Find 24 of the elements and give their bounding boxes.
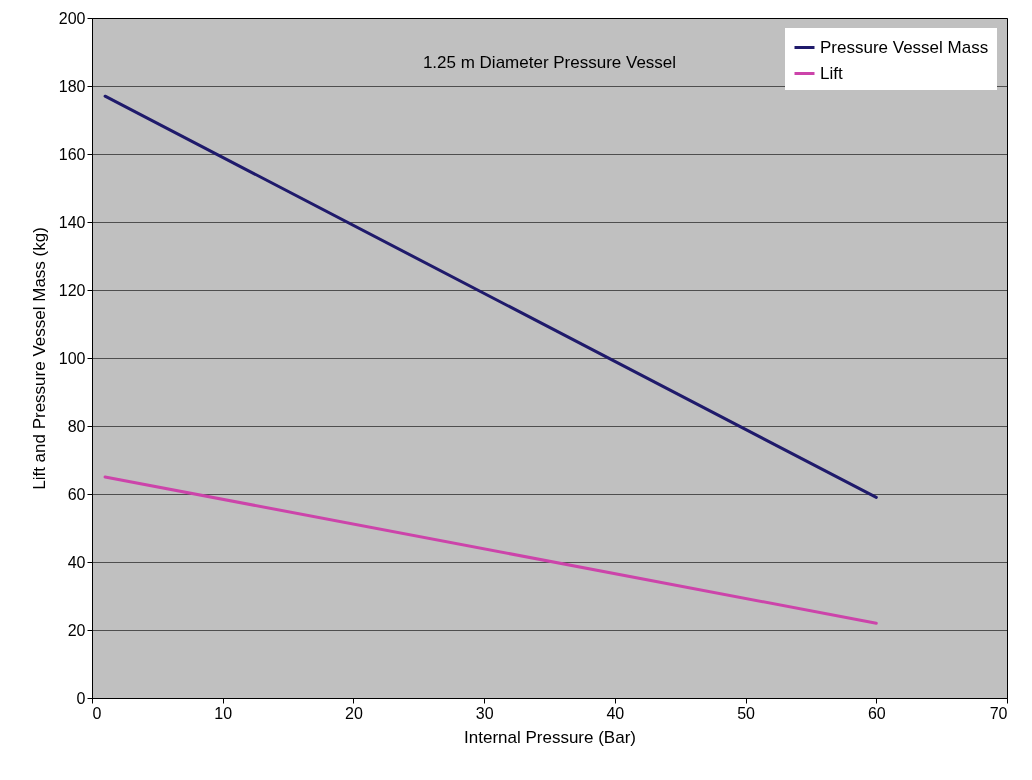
y-tick-label: 100 [58,349,86,367]
x-tick-label: 0 [92,704,102,722]
x-tick-label: 70 [989,704,1008,722]
x-tick-label: 30 [475,704,494,722]
legend-label: Pressure Vessel Mass [820,37,989,57]
y-tick-label: 40 [67,553,86,571]
y-tick-label: 160 [58,145,86,163]
y-tick-label: 20 [67,621,86,639]
x-tick-label: 50 [737,704,756,722]
x-tick-label: 40 [606,704,625,722]
y-tick-label: 80 [67,417,86,435]
y-tick-label: 180 [58,77,86,95]
y-tick-label: 0 [76,689,86,707]
y-tick-label: 60 [67,485,86,503]
x-tick-label: 20 [345,704,363,722]
legend-label: Lift [820,63,843,83]
y-axis-title: Lift and Pressure Vessel Mass (kg) [29,227,49,490]
x-tick-label: 60 [867,704,886,722]
text: 1.25 m Diameter Pressure Vessel [422,53,677,72]
x-axis-title: Internal Pressure (Bar) [464,727,636,747]
y-tick-label: 140 [58,213,86,231]
y-tick-label: 200 [58,9,86,27]
y-tick-label: 120 [58,281,86,299]
x-tick-label: 10 [214,704,233,722]
